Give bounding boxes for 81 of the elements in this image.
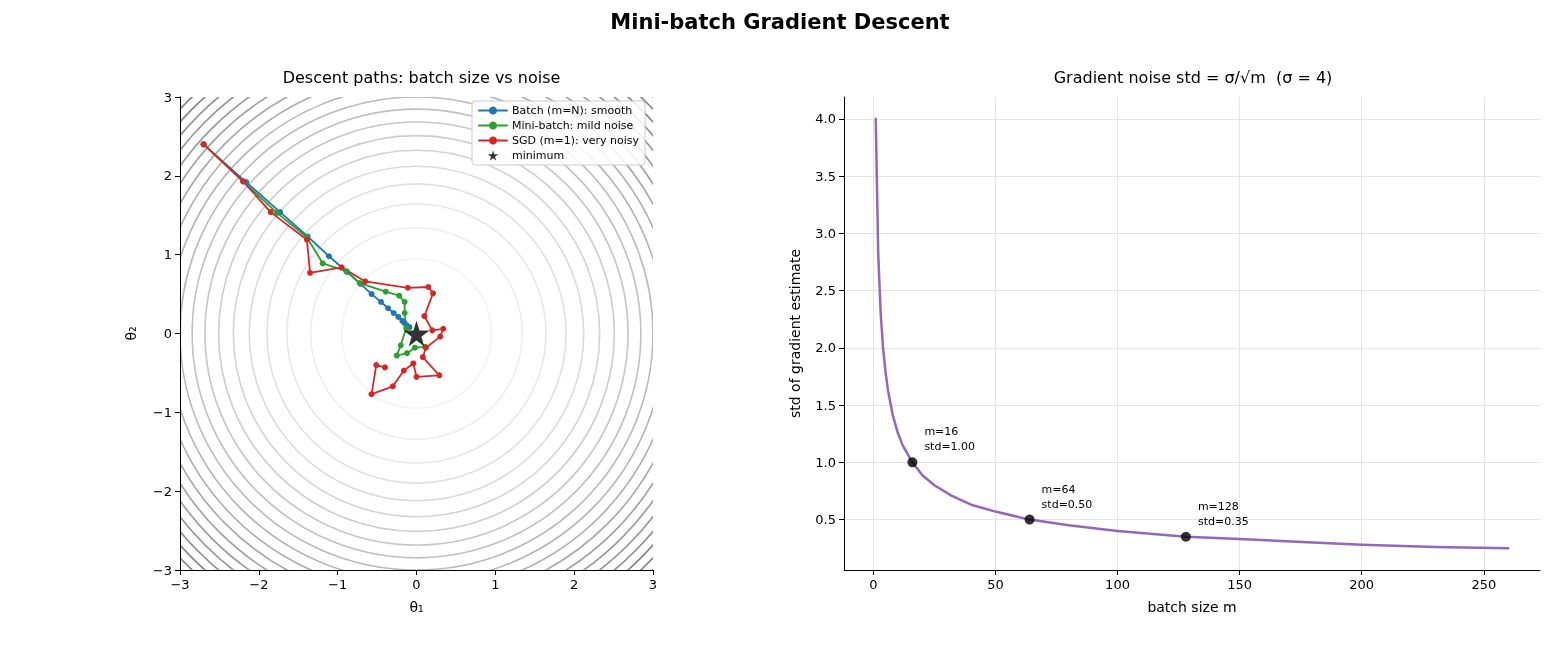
x-tick-label: 0 xyxy=(412,577,421,592)
point xyxy=(362,278,369,285)
x-tick-label: 200 xyxy=(1349,577,1375,592)
x-tick-label: 100 xyxy=(1105,577,1130,592)
point xyxy=(373,362,380,369)
point xyxy=(307,269,314,276)
point xyxy=(319,260,326,267)
point xyxy=(430,290,437,297)
x-tick-label: −1 xyxy=(328,577,348,592)
point xyxy=(382,288,389,295)
x-tick-label: 0 xyxy=(869,577,878,592)
point xyxy=(1024,514,1035,525)
y-tick-label: 1.0 xyxy=(815,454,836,470)
point xyxy=(413,373,420,380)
point xyxy=(1180,531,1191,542)
point xyxy=(410,360,417,367)
point xyxy=(907,457,918,468)
x-tick-label: 50 xyxy=(987,577,1004,592)
y-tick-label: −2 xyxy=(152,483,172,499)
point xyxy=(390,310,397,316)
point xyxy=(419,354,426,361)
point xyxy=(400,367,407,374)
y-tick-label: 1 xyxy=(163,247,172,263)
y-tick-label: 0 xyxy=(163,326,172,341)
point xyxy=(389,383,396,390)
y-tick-label: 2 xyxy=(163,168,172,184)
y-tick-label: 3.0 xyxy=(815,225,836,241)
y-axis-title: std of gradient estimate xyxy=(787,248,803,419)
point xyxy=(273,209,280,216)
y-axis-title: θ₂ xyxy=(123,326,139,341)
point xyxy=(338,264,345,271)
point xyxy=(421,313,428,320)
legend-label: Batch (m=N): smooth xyxy=(512,104,633,117)
legend-label: minimum xyxy=(512,149,565,162)
point xyxy=(404,350,411,357)
y-tick-label: 0.5 xyxy=(815,512,836,528)
y-tick-label: 4.0 xyxy=(815,111,836,127)
point xyxy=(381,364,388,371)
point xyxy=(437,333,444,340)
y-tick-label: −1 xyxy=(152,404,172,420)
annotation: m=128 std=0.35 xyxy=(1197,499,1249,528)
y-tick-label: 3 xyxy=(163,89,172,105)
point xyxy=(401,298,408,305)
line-series xyxy=(874,117,1510,550)
x-tick-label: 150 xyxy=(1227,577,1253,592)
point xyxy=(404,284,411,291)
point xyxy=(393,352,400,359)
y-tick-label: −3 xyxy=(152,562,172,578)
y-tick-label: 2.5 xyxy=(815,283,836,299)
point xyxy=(395,313,402,320)
point xyxy=(326,253,332,260)
point xyxy=(397,342,404,349)
legend-label: SGD (m=1): very noisy xyxy=(512,134,640,147)
point xyxy=(368,291,375,298)
annotation: m=64 std=0.50 xyxy=(1041,482,1093,511)
point xyxy=(368,391,375,398)
point xyxy=(396,292,403,299)
x-tick-label: 2 xyxy=(570,577,579,592)
y-tick-label: 2.0 xyxy=(815,340,836,356)
x-axis-title: batch size m xyxy=(1147,599,1237,615)
x-tick-label: 250 xyxy=(1471,577,1497,592)
y-tick-label: 1.5 xyxy=(815,397,836,413)
chart-title: Gradient noise std = σ/√m (σ = 4) xyxy=(1053,67,1333,87)
x-tick-label: −2 xyxy=(249,577,269,592)
annotation: m=16 std=1.00 xyxy=(924,425,976,454)
point xyxy=(425,283,432,290)
text: Mini-batch Gradient Descent xyxy=(609,10,951,34)
point xyxy=(411,344,418,351)
point xyxy=(401,310,408,316)
x-tick-label: 1 xyxy=(491,577,500,592)
point xyxy=(385,305,392,312)
point xyxy=(436,372,443,379)
point xyxy=(440,325,447,332)
x-axis-title: θ₁ xyxy=(409,599,424,615)
point xyxy=(378,298,385,305)
point xyxy=(429,327,436,334)
x-tick-label: 3 xyxy=(648,577,658,592)
y-tick-label: 3.5 xyxy=(815,168,836,184)
legend-label: Mini-batch: mild noise xyxy=(512,119,634,132)
chart-title: Descent paths: batch size vs noise xyxy=(282,67,561,87)
point xyxy=(267,209,274,216)
